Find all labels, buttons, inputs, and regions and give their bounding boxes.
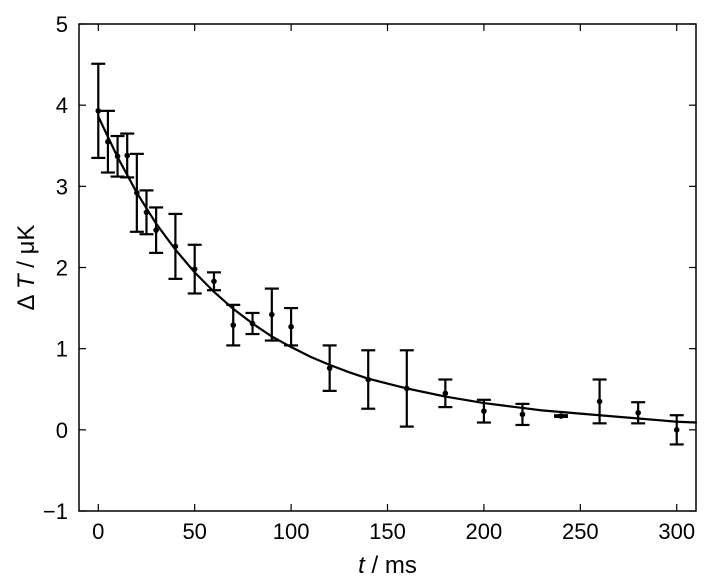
x-tick-label: 300 <box>658 519 695 544</box>
x-tick-label: 100 <box>273 519 310 544</box>
data-point <box>134 190 140 196</box>
data-point <box>403 385 410 392</box>
data-point <box>326 365 333 371</box>
data-point <box>143 209 150 216</box>
plot-frame <box>78 23 697 512</box>
x-axis-variable: t <box>358 552 366 578</box>
data-point <box>191 266 198 272</box>
data-point <box>365 376 372 383</box>
x-tick-label: 250 <box>562 519 599 544</box>
data-point <box>596 398 603 405</box>
ticks-layer: 0 50 100 150 200 250 300 −1 0 1 2 3 4 5 <box>43 12 696 544</box>
x-axis-label: t / ms <box>358 552 417 578</box>
y-axis-label: Δ T / μK <box>13 225 40 311</box>
y-axis-separator: / <box>13 254 40 267</box>
y-tick-label: 0 <box>56 418 68 443</box>
data-point <box>269 311 275 318</box>
data-point <box>172 243 179 250</box>
data-point <box>442 390 449 397</box>
y-axis-prefix: Δ <box>13 294 40 310</box>
y-tick-label: 5 <box>56 12 68 37</box>
x-tick-label: 50 <box>182 519 206 544</box>
data-point <box>673 427 680 433</box>
y-axis-unit: μK <box>13 225 40 255</box>
x-tick-label: 200 <box>466 519 503 544</box>
y-tick-label: 2 <box>56 256 68 281</box>
data-point <box>95 108 102 114</box>
x-axis-separator: / <box>372 552 385 578</box>
fit-curve-layer <box>97 115 698 424</box>
y-tick-label: −1 <box>43 499 68 524</box>
data-point <box>153 227 159 233</box>
data-point <box>558 413 564 419</box>
x-tick-label: 150 <box>369 519 406 544</box>
points-layer <box>95 108 680 433</box>
fit-curve <box>97 115 698 424</box>
data-point <box>105 138 111 145</box>
data-point <box>124 152 131 159</box>
data-point <box>635 409 641 416</box>
y-tick-label: 1 <box>56 337 68 362</box>
x-tick-label: 0 <box>92 519 104 544</box>
x-axis-unit: ms <box>385 552 417 578</box>
data-point <box>114 153 121 160</box>
axis-labels-layer: t / ms Δ T / μK <box>13 225 417 578</box>
data-point <box>211 278 217 285</box>
errorbar-layer <box>91 62 684 446</box>
y-axis-variable: T <box>13 272 40 289</box>
data-point <box>481 408 487 414</box>
data-point <box>288 323 294 330</box>
data-point <box>249 320 256 327</box>
plot-frame-layer <box>78 23 697 512</box>
y-tick-label: 4 <box>56 93 68 118</box>
y-tick-label: 3 <box>56 174 68 199</box>
data-point <box>519 411 526 418</box>
data-point <box>230 322 237 328</box>
